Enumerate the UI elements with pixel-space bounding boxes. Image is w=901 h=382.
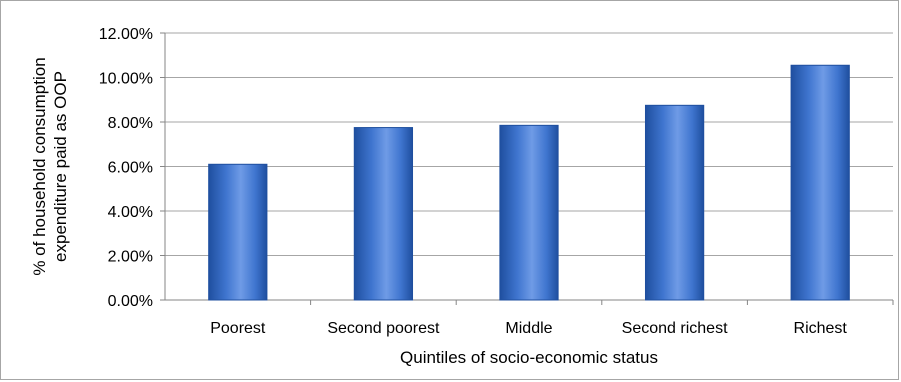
bar bbox=[353, 127, 414, 301]
bar bbox=[499, 124, 559, 301]
y-tick-label: 4.00% bbox=[108, 204, 153, 221]
y-tick-label: 10.00% bbox=[99, 71, 153, 88]
y-tick-label: 12.00% bbox=[99, 26, 153, 43]
x-tick-label: Poorest bbox=[210, 320, 266, 337]
bars bbox=[208, 64, 850, 301]
bar bbox=[790, 64, 850, 301]
y-tick-label: 0.00% bbox=[108, 293, 153, 310]
x-tick-labels: Poorest Second poorest Middle Second riches… bbox=[210, 320, 847, 337]
y-axis-title-line-2: expenditure paid as OOP bbox=[51, 71, 70, 262]
x-tick-label: Second poorest bbox=[327, 320, 440, 337]
y-tick-label: 6.00% bbox=[108, 160, 153, 177]
y-tick-label: 2.00% bbox=[108, 249, 153, 266]
x-tick-label: Richest bbox=[794, 320, 848, 337]
y-tick-label: 8.00% bbox=[108, 115, 153, 132]
y-tick-labels: 0.00% 2.00% 4.00% 6.00% 8.00% 10.00% 12.00% bbox=[99, 26, 153, 310]
gridlines bbox=[165, 32, 893, 256]
y-axis-title-line-1: % of household consumption bbox=[30, 57, 49, 275]
bar bbox=[208, 163, 268, 301]
y-axis-title: % of household consumption expenditure p… bbox=[30, 57, 70, 275]
bar bbox=[644, 104, 705, 301]
x-axis-title: Quintiles of socio-economic status bbox=[400, 348, 658, 367]
x-tick-label: Second richest bbox=[622, 320, 728, 337]
x-tick-label: Middle bbox=[505, 320, 552, 337]
